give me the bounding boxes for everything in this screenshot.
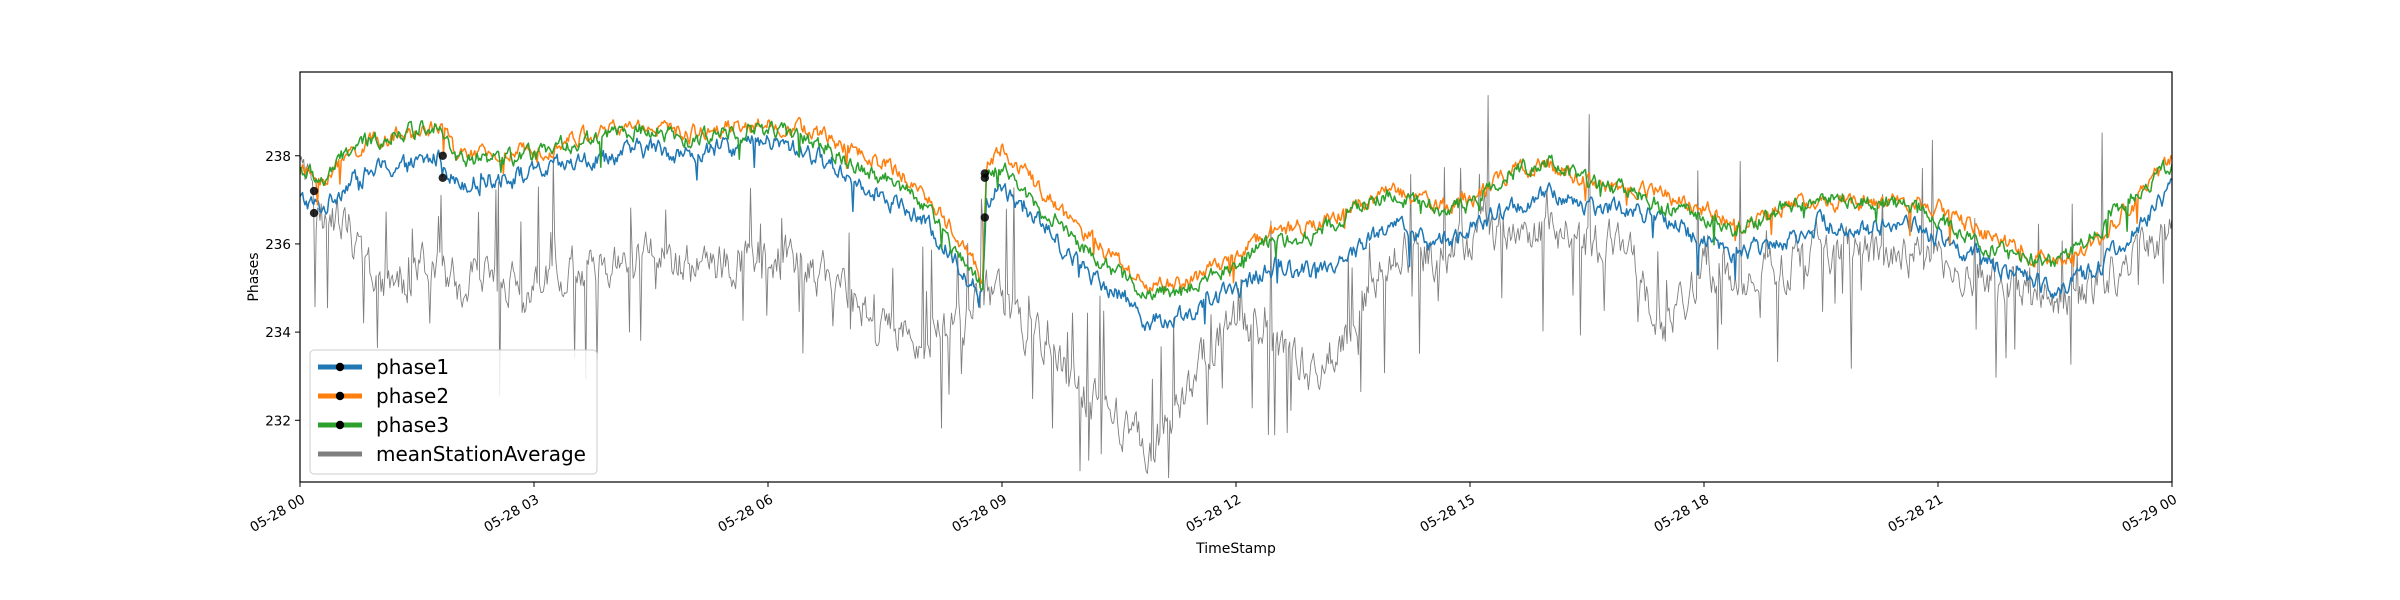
y-tick-label: 236 <box>265 237 291 253</box>
y-tick-label: 238 <box>265 149 291 165</box>
series-line-phase1 <box>299 135 2173 332</box>
event-marker-phase3 <box>309 186 319 196</box>
legend-label-phase3: phase3 <box>376 413 449 437</box>
series-line-phase3 <box>299 120 2173 301</box>
event-marker-phase1 <box>980 213 990 222</box>
event-marker-phase1 <box>309 208 319 218</box>
y-axis-label: Phases <box>246 252 262 301</box>
legend-marker-phase2 <box>335 391 345 401</box>
legend-label-phase2: phase2 <box>376 384 449 408</box>
legend-box <box>309 349 598 475</box>
event-marker-phase1 <box>438 173 447 183</box>
marker-layer <box>309 151 990 222</box>
legend-label-mean-station-average: meanStationAverage <box>376 442 586 466</box>
event-marker-phase3 <box>438 151 447 160</box>
legend-marker-phase3 <box>335 420 345 430</box>
legend-marker-phase1 <box>335 362 345 372</box>
legend: phase1 phase2 phase3 meanStationAverage <box>309 349 598 475</box>
y-tick-label: 234 <box>265 325 291 341</box>
series-layer <box>299 95 2173 479</box>
y-tick-label: 232 <box>265 413 291 429</box>
event-marker-phase3 <box>980 169 990 178</box>
legend-label-phase1: phase1 <box>376 355 449 379</box>
y-axis: 232 234 236 238 <box>265 149 300 429</box>
x-axis-label: TimeStamp <box>1195 541 1276 557</box>
series-line-mean-station-average <box>299 95 2173 479</box>
